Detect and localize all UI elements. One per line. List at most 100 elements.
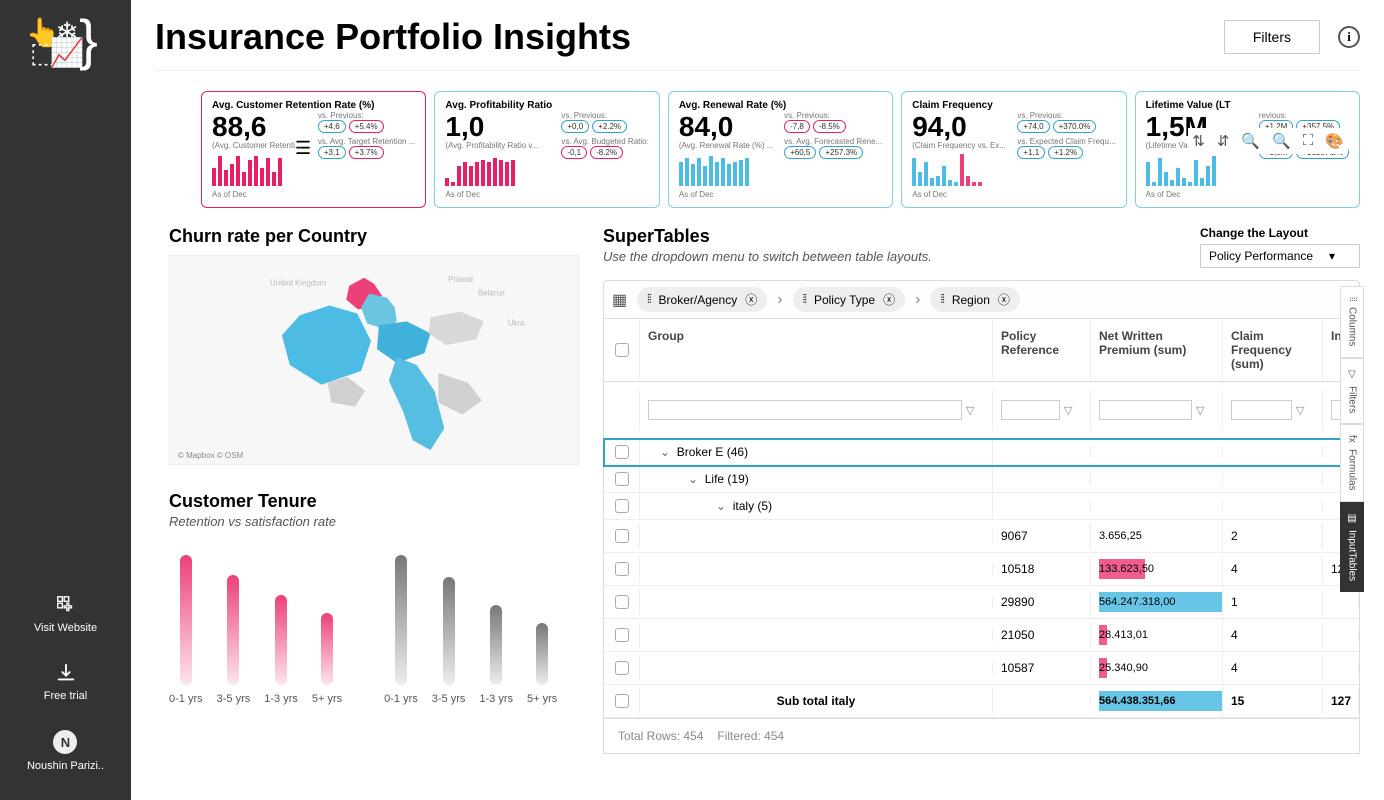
- visit-website-label: Visit Website: [34, 622, 97, 634]
- col-claim[interactable]: Claim Frequency (sum): [1223, 319, 1323, 381]
- breadcrumb-chip[interactable]: ⦙⦙Regionⓧ: [930, 287, 1019, 312]
- chevron-down-icon: ▾: [1329, 249, 1335, 263]
- filter-group[interactable]: [648, 400, 962, 420]
- table-row[interactable]: 29890 564.247.318,00 1: [604, 586, 1359, 619]
- remove-chip-icon[interactable]: ⓧ: [745, 291, 757, 308]
- kpi-sparkline: [212, 154, 310, 186]
- remove-chip-icon[interactable]: ⓧ: [883, 291, 895, 308]
- filter-clm[interactable]: [1231, 400, 1292, 420]
- filter-prem[interactable]: [1099, 400, 1192, 420]
- kpi-card[interactable]: Avg. Profitability Ratio 1,0 (Avg. Profi…: [434, 91, 659, 208]
- tenure-bar: 1-3 yrs: [479, 545, 513, 705]
- user-profile[interactable]: N Noushin Parizi..: [27, 730, 104, 772]
- visit-website-link[interactable]: Visit Website: [34, 594, 97, 634]
- select-all-checkbox[interactable]: [615, 343, 629, 357]
- funnel-icon[interactable]: ▽: [966, 404, 974, 417]
- kpi-sub: (Avg. Customer Retenti...: [212, 141, 310, 150]
- map[interactable]: United Kingdom Belarus Poland Ukra © Ma: [169, 255, 579, 465]
- funnel-icon[interactable]: ▽: [1296, 404, 1304, 417]
- avatar: N: [53, 730, 77, 754]
- app-logo: 👆❄⬚📈 }: [33, 24, 98, 60]
- kpi-date: As of Dec: [1146, 190, 1251, 199]
- data-table: Group Policy Reference Net Written Premi…: [603, 319, 1360, 754]
- map-attribution: © Mapbox © OSM: [178, 451, 243, 460]
- expand-icon[interactable]: ⌄: [716, 499, 726, 513]
- side-tab-inputtables[interactable]: ▤InputTables: [1340, 502, 1364, 592]
- row-checkbox[interactable]: [615, 472, 629, 486]
- supertables-title: SuperTables: [603, 226, 932, 247]
- remove-chip-icon[interactable]: ⓧ: [998, 291, 1010, 308]
- row-checkbox[interactable]: [615, 499, 629, 513]
- tenure-bar: 0-1 yrs: [169, 545, 203, 705]
- kpi-sub: (Avg. Profitability Ratio v...: [445, 141, 553, 150]
- col-premium[interactable]: Net Written Premium (sum): [1091, 319, 1223, 381]
- download-icon: [55, 662, 77, 684]
- supertables-subtitle: Use the dropdown menu to switch between …: [603, 249, 932, 264]
- tenure-bar: 3-5 yrs: [217, 545, 251, 705]
- kpi-card[interactable]: Claim Frequency 94,0 (Claim Frequency vs…: [901, 91, 1126, 208]
- expand-icon[interactable]: ⌄: [688, 472, 698, 486]
- svg-text:Ukra: Ukra: [508, 318, 525, 327]
- table-row[interactable]: Sub total italy 564.438.351,66 15127: [604, 685, 1359, 718]
- col-group[interactable]: Group: [640, 319, 993, 381]
- table-row[interactable]: 9067 3.656,25 2: [604, 520, 1359, 553]
- side-tab-formulas[interactable]: fxFormulas: [1340, 424, 1364, 501]
- table-row[interactable]: ⌄ Life (19): [604, 466, 1359, 493]
- breadcrumb-chip[interactable]: ⦙⦙Broker/Agencyⓧ: [637, 287, 767, 312]
- row-checkbox[interactable]: [615, 628, 629, 642]
- free-trial-link[interactable]: Free trial: [44, 662, 87, 702]
- col-ref[interactable]: Policy Reference: [993, 319, 1091, 381]
- row-checkbox[interactable]: [615, 445, 629, 459]
- kpi-sparkline: [1146, 154, 1251, 186]
- table-row[interactable]: ⌄ italy (5): [604, 493, 1359, 520]
- row-checkbox[interactable]: [615, 529, 629, 543]
- kpi-title: Avg. Profitability Ratio: [445, 100, 648, 111]
- filter-ref[interactable]: [1001, 400, 1060, 420]
- row-checkbox[interactable]: [615, 562, 629, 576]
- side-tab-filters[interactable]: ▽Filters: [1340, 358, 1364, 424]
- supertables-panel: SuperTables Use the dropdown menu to swi…: [603, 226, 1360, 754]
- kpi-sparkline: [445, 154, 553, 186]
- tenure-bar: 3-5 yrs: [432, 545, 466, 705]
- zoom-in-icon[interactable]: 🔍: [1241, 132, 1260, 150]
- tenure-title: Customer Tenure: [169, 491, 579, 512]
- expand-icon[interactable]: ⌄: [660, 445, 670, 459]
- table-row[interactable]: 10518 133.623,50 4127: [604, 553, 1359, 586]
- kpi-card[interactable]: Avg. Customer Retention Rate (%) 88,6 (A…: [201, 91, 426, 208]
- row-checkbox[interactable]: [615, 694, 629, 708]
- table-row[interactable]: 21050 28.413,01 4: [604, 619, 1359, 652]
- kpi-title: Claim Frequency: [912, 100, 1115, 111]
- europe-map-svg: United Kingdom Belarus Poland Ukra: [170, 256, 578, 464]
- kpi-card[interactable]: Avg. Renewal Rate (%) 84,0 (Avg. Renewal…: [668, 91, 893, 208]
- table-row[interactable]: 10587 25.340,90 4: [604, 652, 1359, 685]
- user-name-label: Noushin Parizi..: [27, 760, 104, 772]
- layout-dropdown[interactable]: Policy Performance ▾: [1200, 244, 1360, 268]
- tenure-label: 0-1 yrs: [169, 693, 203, 705]
- kpi-sub: (Claim Frequency vs. Ex...: [912, 141, 1009, 150]
- kpi-date: As of Dec: [212, 190, 310, 199]
- kpi-date: As of Dec: [912, 190, 1009, 199]
- grid-plus-icon: [55, 594, 77, 616]
- kpi-sparkline: [679, 154, 776, 186]
- zoom-out-icon[interactable]: 🔍: [1272, 132, 1291, 150]
- layout-value: Policy Performance: [1209, 249, 1313, 263]
- kpi-value: 84,0: [679, 113, 776, 141]
- fullscreen-icon[interactable]: ⛶: [1303, 132, 1314, 150]
- palette-icon[interactable]: 🎨: [1325, 132, 1344, 150]
- page-header: Insurance Portfolio Insights Filters i: [155, 16, 1360, 71]
- kpi-row: Avg. Customer Retention Rate (%) 88,6 (A…: [201, 91, 1360, 208]
- table-row[interactable]: ⌄ Broker E (46): [604, 439, 1359, 466]
- kpi-title: Lifetime Value (LT: [1146, 100, 1349, 111]
- layout-icon[interactable]: ▦: [612, 290, 627, 310]
- chart-toolbar: ⇅ ⇵ 🔍 🔍 ⛶ 🎨: [1188, 128, 1348, 154]
- info-icon[interactable]: i: [1338, 26, 1360, 48]
- row-checkbox[interactable]: [615, 595, 629, 609]
- row-checkbox[interactable]: [615, 661, 629, 675]
- side-tab-columns[interactable]: ⦙⦙Columns: [1340, 286, 1364, 358]
- sort-desc-icon[interactable]: ⇵: [1217, 132, 1230, 150]
- filters-button[interactable]: Filters: [1224, 20, 1320, 54]
- sort-asc-icon[interactable]: ⇅: [1192, 132, 1205, 150]
- breadcrumb-chip[interactable]: ⦙⦙Policy Typeⓧ: [793, 287, 906, 312]
- funnel-icon[interactable]: ▽: [1196, 404, 1204, 417]
- funnel-icon[interactable]: ▽: [1064, 404, 1072, 417]
